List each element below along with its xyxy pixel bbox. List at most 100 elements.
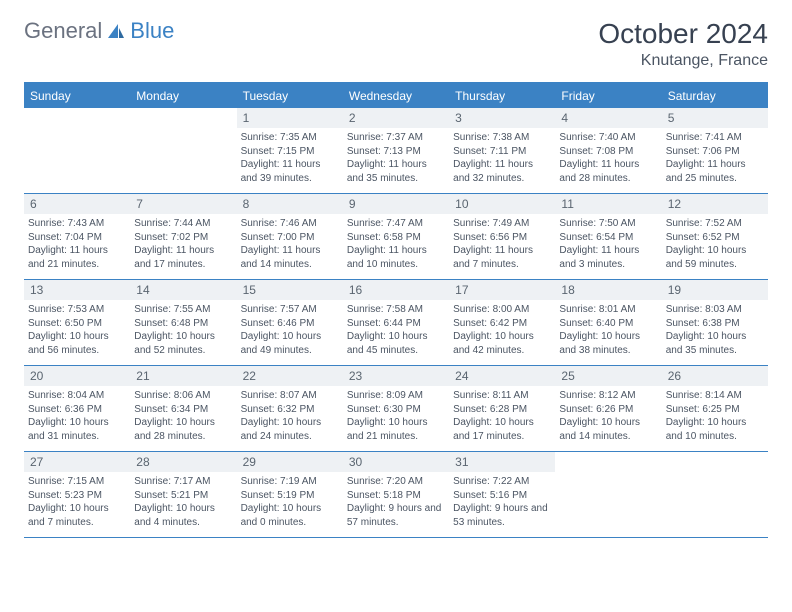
day-detail: Sunrise: 8:11 AM Sunset: 6:28 PM Dayligh…: [453, 389, 551, 443]
week-row: 20Sunrise: 8:04 AM Sunset: 6:36 PM Dayli…: [24, 366, 768, 452]
day-number-bar: 18: [555, 280, 661, 300]
week-row: 13 Sunrise: 7:53 AM Sunset: 6:50 PM Dayli…: [24, 280, 768, 366]
day-detail: Sunrise: 7:35 AM Sunset: 7:15 PM Dayligh…: [241, 131, 339, 185]
weekday-header: Wednesday: [343, 84, 449, 108]
day-cell: 29 Sunrise: 7:19 AM Sunset: 5:19 PM Dayli…: [237, 452, 343, 538]
day-cell: 6Sunrise: 7:43 AM Sunset: 7:04 PM Daylig…: [24, 194, 130, 280]
day-cell: 4Sunrise: 7:40 AM Sunset: 7:08 PM Daylig…: [555, 108, 661, 194]
weekday-header: Monday: [130, 84, 236, 108]
day-cell: 15Sunrise: 7:57 AM Sunset: 6:46 PM Dayli…: [237, 280, 343, 366]
day-number: 15: [243, 282, 337, 298]
day-number: 6: [30, 196, 124, 212]
day-number: 31: [455, 454, 549, 470]
day-detail: Sunrise: 7:37 AM Sunset: 7:13 PM Dayligh…: [347, 131, 445, 185]
day-cell: 8 Sunrise: 7:46 AM Sunset: 7:00 PM Daylig…: [237, 194, 343, 280]
weekday-header: Sunday: [24, 84, 130, 108]
day-number-bar: 17: [449, 280, 555, 300]
day-cell: 12Sunrise: 7:52 AM Sunset: 6:52 PM Dayli…: [662, 194, 768, 280]
day-number: 2: [349, 110, 443, 126]
day-number-bar: 5: [662, 108, 768, 128]
day-number: 12: [668, 196, 762, 212]
day-number-bar: 14: [130, 280, 236, 300]
day-number: [136, 110, 230, 126]
day-number: 9: [349, 196, 443, 212]
day-cell: 18Sunrise: 8:01 AM Sunset: 6:40 PM Dayli…: [555, 280, 661, 366]
day-number-bar: 12: [662, 194, 768, 214]
day-cell: 28Sunrise: 7:17 AM Sunset: 5:21 PM Dayli…: [130, 452, 236, 538]
day-detail: Sunrise: 7:46 AM Sunset: 7:00 PM Dayligh…: [241, 217, 339, 271]
day-number: 16: [349, 282, 443, 298]
day-number-bar: 11: [555, 194, 661, 214]
day-number: 29: [243, 454, 337, 470]
day-detail: Sunrise: 7:58 AM Sunset: 6:44 PM Dayligh…: [347, 303, 445, 357]
day-detail: Sunrise: 7:38 AM Sunset: 7:11 PM Dayligh…: [453, 131, 551, 185]
day-number: 4: [561, 110, 655, 126]
day-detail: Sunrise: 7:49 AM Sunset: 6:56 PM Dayligh…: [453, 217, 551, 271]
day-cell: [555, 452, 661, 538]
day-number-bar: 13: [24, 280, 130, 300]
day-number-bar: 23: [343, 366, 449, 386]
day-number-bar: 19: [662, 280, 768, 300]
week-row: 27Sunrise: 7:15 AM Sunset: 5:23 PM Dayli…: [24, 452, 768, 538]
day-number: 26: [668, 368, 762, 384]
logo-text-blue: Blue: [130, 18, 174, 44]
logo-sail-icon: [106, 22, 126, 40]
day-number-bar: 28: [130, 452, 236, 472]
day-cell: 7Sunrise: 7:44 AM Sunset: 7:02 PM Daylig…: [130, 194, 236, 280]
day-detail: Sunrise: 7:20 AM Sunset: 5:18 PM Dayligh…: [347, 475, 445, 529]
weekday-header: Tuesday: [237, 84, 343, 108]
day-detail: Sunrise: 7:19 AM Sunset: 5:19 PM Dayligh…: [241, 475, 339, 529]
day-cell: 30 Sunrise: 7:20 AM Sunset: 5:18 PM Dayli…: [343, 452, 449, 538]
day-number-bar: [24, 108, 130, 128]
day-detail: Sunrise: 7:22 AM Sunset: 5:16 PM Dayligh…: [453, 475, 551, 529]
day-cell: 24Sunrise: 8:11 AM Sunset: 6:28 PM Dayli…: [449, 366, 555, 452]
header: General Blue October 2024 Knutange, Fran…: [24, 18, 768, 70]
day-cell: 20Sunrise: 8:04 AM Sunset: 6:36 PM Dayli…: [24, 366, 130, 452]
calendar: SundayMondayTuesdayWednesdayThursdayFrid…: [24, 82, 768, 538]
weekday-header: Friday: [555, 84, 661, 108]
day-number-bar: 8: [237, 194, 343, 214]
day-number-bar: 21: [130, 366, 236, 386]
day-number: 5: [668, 110, 762, 126]
day-number-bar: 2: [343, 108, 449, 128]
day-number: 17: [455, 282, 549, 298]
day-cell: 19 Sunrise: 8:03 AM Sunset: 6:38 PM Dayli…: [662, 280, 768, 366]
day-number: 13: [30, 282, 124, 298]
day-number: 10: [455, 196, 549, 212]
day-cell: 14 Sunrise: 7:55 AM Sunset: 6:48 PM Dayli…: [130, 280, 236, 366]
weekday-header: Saturday: [662, 84, 768, 108]
day-number-bar: 31: [449, 452, 555, 472]
day-number-bar: 9: [343, 194, 449, 214]
day-detail: Sunrise: 7:41 AM Sunset: 7:06 PM Dayligh…: [666, 131, 764, 185]
day-cell: 9Sunrise: 7:47 AM Sunset: 6:58 PM Daylig…: [343, 194, 449, 280]
day-number: 11: [561, 196, 655, 212]
day-cell: 13 Sunrise: 7:53 AM Sunset: 6:50 PM Dayli…: [24, 280, 130, 366]
day-detail: Sunrise: 7:55 AM Sunset: 6:48 PM Dayligh…: [134, 303, 232, 357]
day-number: 23: [349, 368, 443, 384]
day-detail: Sunrise: 8:07 AM Sunset: 6:32 PM Dayligh…: [241, 389, 339, 443]
day-number-bar: 1: [237, 108, 343, 128]
day-number: 30: [349, 454, 443, 470]
day-number: 28: [136, 454, 230, 470]
week-row: 1 Sunrise: 7:35 AM Sunset: 7:15 PM Daylig…: [24, 108, 768, 194]
day-detail: Sunrise: 7:53 AM Sunset: 6:50 PM Dayligh…: [28, 303, 126, 357]
weekday-header: Thursday: [449, 84, 555, 108]
page-title: October 2024: [598, 18, 768, 50]
day-detail: Sunrise: 8:03 AM Sunset: 6:38 PM Dayligh…: [666, 303, 764, 357]
day-cell: 22Sunrise: 8:07 AM Sunset: 6:32 PM Dayli…: [237, 366, 343, 452]
day-number-bar: 25: [555, 366, 661, 386]
location-label: Knutange, France: [598, 52, 768, 70]
day-number: 27: [30, 454, 124, 470]
day-number-bar: 29: [237, 452, 343, 472]
day-number-bar: 7: [130, 194, 236, 214]
day-detail: Sunrise: 8:00 AM Sunset: 6:42 PM Dayligh…: [453, 303, 551, 357]
day-detail: Sunrise: 8:14 AM Sunset: 6:25 PM Dayligh…: [666, 389, 764, 443]
title-block: October 2024 Knutange, France: [598, 18, 768, 70]
day-cell: 31 Sunrise: 7:22 AM Sunset: 5:16 PM Dayli…: [449, 452, 555, 538]
day-cell: 16 Sunrise: 7:58 AM Sunset: 6:44 PM Dayli…: [343, 280, 449, 366]
day-cell: [662, 452, 768, 538]
day-number: 7: [136, 196, 230, 212]
day-number: [30, 110, 124, 126]
day-number: [668, 454, 762, 470]
day-cell: 17 Sunrise: 8:00 AM Sunset: 6:42 PM Dayli…: [449, 280, 555, 366]
